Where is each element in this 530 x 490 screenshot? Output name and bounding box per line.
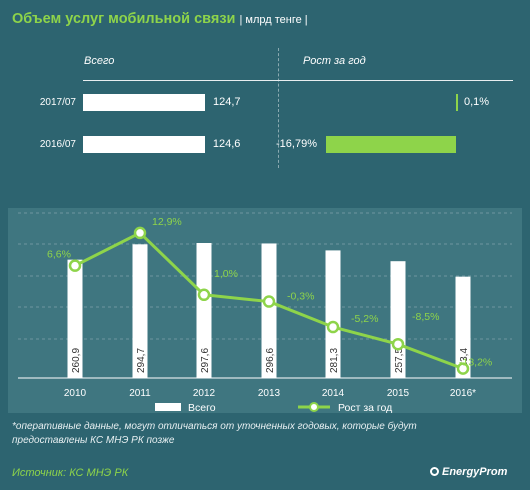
bar-value-label: 257,5 [394,348,405,373]
total-bar [196,243,212,378]
bar-value-label: 294,7 [136,348,147,373]
growth-value-label: -8,5% [412,311,439,323]
bar-value-label: 260,9 [71,348,82,373]
total-bar [455,276,471,378]
x-tick-label: 2012 [193,388,216,399]
growth-value-label: -13,2% [459,357,492,369]
growth-point [262,295,276,308]
growth-value-label: 12,9% [152,216,182,228]
total-bar [261,243,277,378]
total-value-label: 124,7 [213,96,241,108]
bar-value-label: 281,3 [329,348,340,373]
legend-growth-label: Рост за год [338,402,392,413]
source-label: Источник: КС МНЭ РК [12,467,129,479]
total-bar [325,250,341,378]
legend-total-label: Всего [188,402,216,413]
x-tick-label: 2010 [64,388,87,399]
growth-value-label: 1,0% [214,268,238,280]
total-value-label: 124,6 [212,138,241,150]
brand-name: EnergyProm [442,466,508,478]
chart-panel: 260,9 294,7 297,6 296,6 281,3 257,5 223,4 2010 2… [8,208,522,414]
annual-chart: 260,9 294,7 297,6 296,6 281,3 257,5 223,4 2010 2… [18,212,512,414]
footnote: *оперативные данные, могут отличаться от… [12,421,417,446]
growth-value-label: 0,1% [464,96,490,108]
total-bar [132,244,148,378]
brand-logo: EnergyProm [430,466,507,478]
x-tick-label: 2013 [258,388,281,399]
brand-icon [430,467,439,476]
growth-point [326,320,340,334]
total-bar [83,94,205,111]
section-rule [83,80,513,81]
bar-value-label: 297,6 [200,348,211,373]
unit-label: | млрд тенге | [239,14,308,26]
x-tick-label: 2015 [387,388,410,399]
total-bar [67,259,83,378]
chart-title-block: Объем услуг мобильной связи | млрд тенге … [12,10,308,28]
chart-title: Объем услуг мобильной связи [12,11,236,27]
growth-value-label: 6,6% [47,249,71,261]
x-tick-label: 2014 [322,388,345,399]
growth-value-label: -0,3% [287,291,314,303]
growth-point [133,226,147,240]
growth-section-label: Рост за год [303,55,366,67]
growth-bar [456,94,458,111]
legend-growth-marker [309,402,319,412]
x-tick-label: 2016* [450,388,476,399]
legend-total-swatch [155,403,181,411]
total-section-label: Всего [84,55,115,67]
growth-point [68,259,82,272]
growth-point [456,362,470,375]
growth-value-label: -5,2% [351,313,378,325]
section-divider [278,48,279,168]
growth-point [391,337,405,351]
bar-value-label: 223,4 [459,348,470,373]
bar-value-label: 296,6 [265,348,276,373]
row-period-label: 2016/07 [39,139,76,150]
growth-value-label: -16,79% [276,138,317,150]
row-period-label: 2017/07 [39,97,76,108]
x-tick-label: 2011 [129,388,151,399]
growth-bar [326,136,456,153]
growth-point [197,288,211,302]
total-bar [83,136,205,153]
